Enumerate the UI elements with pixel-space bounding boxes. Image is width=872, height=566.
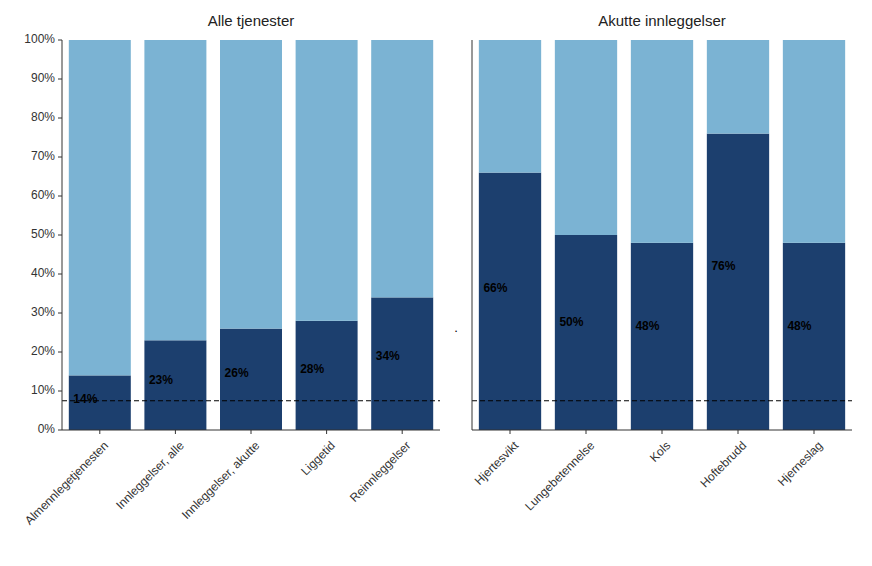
x-tick	[99, 430, 100, 434]
data-label: 28%	[300, 362, 324, 376]
y-tick-label: 40%	[31, 266, 55, 280]
y-tick-label: 10%	[31, 383, 55, 397]
x-tick-label: Kols	[647, 438, 673, 464]
x-tick	[510, 430, 511, 434]
y-tick	[58, 391, 62, 392]
title: Akutte innleggelser	[598, 12, 726, 29]
data-label: 26%	[225, 366, 249, 380]
y-tick	[58, 274, 62, 275]
data-label: 48%	[787, 319, 811, 333]
reference-line	[62, 400, 440, 401]
x-tick	[402, 430, 403, 434]
x-tick-label: Hjerneslag	[775, 438, 825, 488]
x-tick-label: Almennlegetjenesten	[22, 438, 111, 527]
x-tick	[662, 430, 663, 434]
y-axis	[472, 40, 473, 430]
y-tick-label: 60%	[31, 188, 55, 202]
y-tick	[58, 79, 62, 80]
title: Alle tjenester	[208, 12, 295, 29]
x-tick	[586, 430, 587, 434]
y-tick	[58, 40, 62, 41]
bar	[707, 40, 769, 134]
bar	[371, 297, 433, 430]
panel: 66% 50% 48% 76% 48% HjertesviktLungebetennels…	[472, 12, 852, 513]
x-tick	[326, 430, 327, 434]
data-label: 50%	[559, 315, 583, 329]
x-tick-label: Liggetid	[298, 438, 338, 478]
bar	[479, 40, 541, 173]
x-tick-label: Hjertesvikt	[472, 438, 522, 488]
bar	[69, 40, 131, 375]
x-tick-label: Innleggelser, akutte	[179, 438, 263, 522]
y-tick	[58, 157, 62, 158]
bar	[69, 375, 131, 430]
data-label: 48%	[635, 319, 659, 333]
bar	[783, 243, 845, 430]
bar	[555, 40, 617, 235]
x-tick-label: Hoftebrudd	[697, 438, 749, 490]
y-tick-label: 70%	[31, 149, 55, 163]
y-tick	[58, 352, 62, 353]
y-tick-label: 80%	[31, 110, 55, 124]
bar	[296, 40, 358, 321]
y-tick	[58, 235, 62, 236]
bar	[144, 340, 206, 430]
data-label: 34%	[376, 349, 400, 363]
figure: 14% 23% 26% 28% 34% 0% 10% 20% 30% 40% 50% 60% 70% 80…	[0, 0, 872, 566]
bar	[631, 243, 693, 430]
x-tick	[814, 430, 815, 434]
y-tick-label: 30%	[31, 305, 55, 319]
x-tick-label: Lungebetennelse	[522, 438, 597, 513]
data-label: 66%	[483, 281, 507, 295]
data-label: 23%	[149, 373, 173, 387]
y-tick	[58, 196, 62, 197]
bar	[631, 40, 693, 243]
y-tick-label: 20%	[31, 344, 55, 358]
x-tick	[251, 430, 252, 434]
x-tick	[175, 430, 176, 434]
plot-area	[472, 40, 852, 430]
bar	[783, 40, 845, 243]
plot-area	[62, 40, 440, 430]
reference-line	[472, 400, 852, 401]
data-label: 14%	[73, 392, 97, 406]
x-tick-label: Reinnleggelser	[347, 438, 414, 505]
x-tick-label: Innleggelser, alle	[113, 438, 187, 512]
x-tick	[738, 430, 739, 434]
annotation: .	[454, 320, 458, 335]
data-label: 76%	[711, 259, 735, 273]
bar	[144, 40, 206, 340]
y-tick	[58, 118, 62, 119]
bar	[220, 40, 282, 329]
bar	[220, 329, 282, 430]
y-tick-label: 0%	[38, 422, 56, 436]
bar	[296, 321, 358, 430]
y-tick	[58, 313, 62, 314]
bar	[371, 40, 433, 297]
y-tick-label: 50%	[31, 227, 55, 241]
y-tick-label: 100%	[24, 32, 55, 46]
y-tick-label: 90%	[31, 71, 55, 85]
y-tick	[58, 430, 62, 431]
panel: 14% 23% 26% 28% 34% 0% 10% 20% 30% 40% 50% 60% 70% 80…	[22, 12, 440, 528]
bar	[707, 134, 769, 430]
bar	[479, 173, 541, 430]
